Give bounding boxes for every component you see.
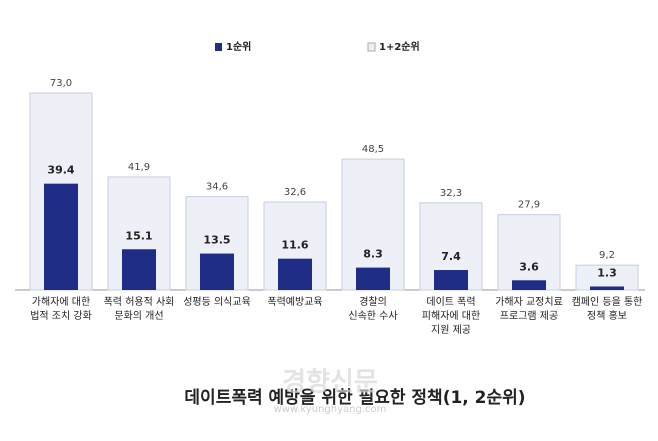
bar xyxy=(434,270,468,290)
bar xyxy=(278,258,312,290)
value-label: 11.6 xyxy=(281,239,308,252)
x-tick-label: 가해자에 대한 법적 조치 강화 xyxy=(30,295,92,322)
bar xyxy=(200,253,234,290)
value-label: 32,6 xyxy=(284,187,306,198)
bar xyxy=(512,280,546,290)
value-label: 34,6 xyxy=(206,182,228,193)
value-label: 1.3 xyxy=(597,266,617,279)
value-label: 73,0 xyxy=(50,78,72,89)
x-tick-label: 가해자 교정치료 프로그램 제공 xyxy=(495,295,563,322)
chart-title: 데이트폭력 예방을 위한 필요한 정책(1, 2순위) xyxy=(184,388,525,408)
value-label: 3.6 xyxy=(519,260,539,273)
value-label: 13.5 xyxy=(203,234,230,247)
x-tick-label: 폭력 허용적 사회 문화의 개선 xyxy=(104,296,175,322)
x-tick-label: 폭력예방교육 xyxy=(267,296,322,308)
bar xyxy=(356,267,390,290)
legend-swatch xyxy=(215,43,222,51)
legend-label: 1+2순위 xyxy=(379,40,420,53)
value-label: 41,9 xyxy=(128,162,150,173)
value-label: 15.1 xyxy=(125,229,152,242)
value-label: 27,9 xyxy=(518,200,540,211)
value-label: 39.4 xyxy=(47,164,74,177)
bar xyxy=(44,183,78,290)
value-label: 32,3 xyxy=(440,188,462,199)
value-label: 8.3 xyxy=(363,248,383,261)
bar xyxy=(497,214,561,291)
x-tick-label: 데이트 폭력 피해자에 대한 지원 제공 xyxy=(422,296,480,336)
value-label: 9,2 xyxy=(599,250,615,261)
value-label: 48,5 xyxy=(362,144,384,155)
bar xyxy=(122,249,156,290)
legend-swatch xyxy=(367,42,376,52)
bar xyxy=(590,286,624,290)
x-tick-label: 성평등 의식교육 xyxy=(183,296,251,308)
x-tick-label: 경찰의 신속한 수사 xyxy=(348,295,397,322)
bar xyxy=(575,264,639,291)
value-label: 7.4 xyxy=(441,250,461,263)
legend-label: 1순위 xyxy=(226,40,251,53)
watermark: www.kyunghyang.com xyxy=(274,404,387,415)
x-tick-label: 캠페인 등을 통한 정책 홍보 xyxy=(572,296,643,322)
watermark: 경향신문 xyxy=(282,368,378,398)
